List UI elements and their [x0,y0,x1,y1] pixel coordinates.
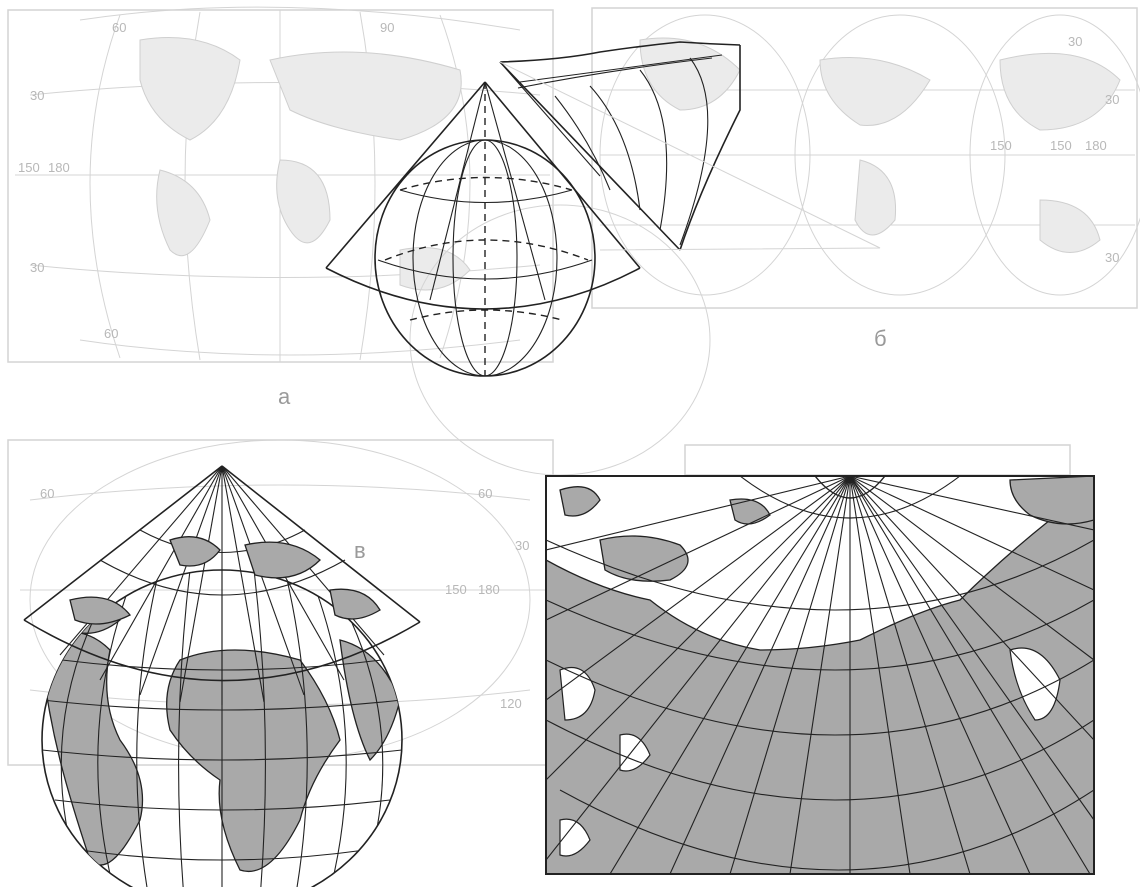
panel-a-label-5: 60 [104,326,118,341]
conic-projection-map [545,475,1095,875]
panel-a-label-3: 180 [48,160,70,175]
panel-a-label-2: 150 [18,160,40,175]
panel-c-label-1: 30 [515,538,529,553]
panel-c-label-5: 120 [500,696,522,711]
panel-a-letter: а [278,384,291,409]
panel-a-label-4: 30 [30,260,44,275]
panel-c-label-4: 150 [445,582,467,597]
panel-c-label-0: 60 [40,486,54,501]
panel-b-label-4: 150 [990,138,1012,153]
panel-b-label-5: 30 [1105,250,1119,265]
panel-b-label-3: 180 [1085,138,1107,153]
panel-a-faint-map: 60 30 150 180 30 60 90 а [7,6,554,409]
panel-c-letter: в [354,538,366,563]
panel-b-label-1: 30 [1105,92,1119,107]
panel-a-label-1: 30 [30,88,44,103]
panel-b-faint-map: 30 30 150 180 150 30 б [591,7,1140,351]
panel-a-label-6: 90 [380,20,394,35]
panel-b-label-2: 150 [1050,138,1072,153]
panel-c-label-3: 180 [478,582,500,597]
globe-cone-diagram [23,465,421,887]
panel-b-label-0: 30 [1068,34,1082,49]
cone-sphere-diagram [325,41,881,377]
panel-c-label-2: 60 [478,486,492,501]
panel-a-label-0: 60 [112,20,126,35]
panel-b-letter: б [874,326,887,351]
